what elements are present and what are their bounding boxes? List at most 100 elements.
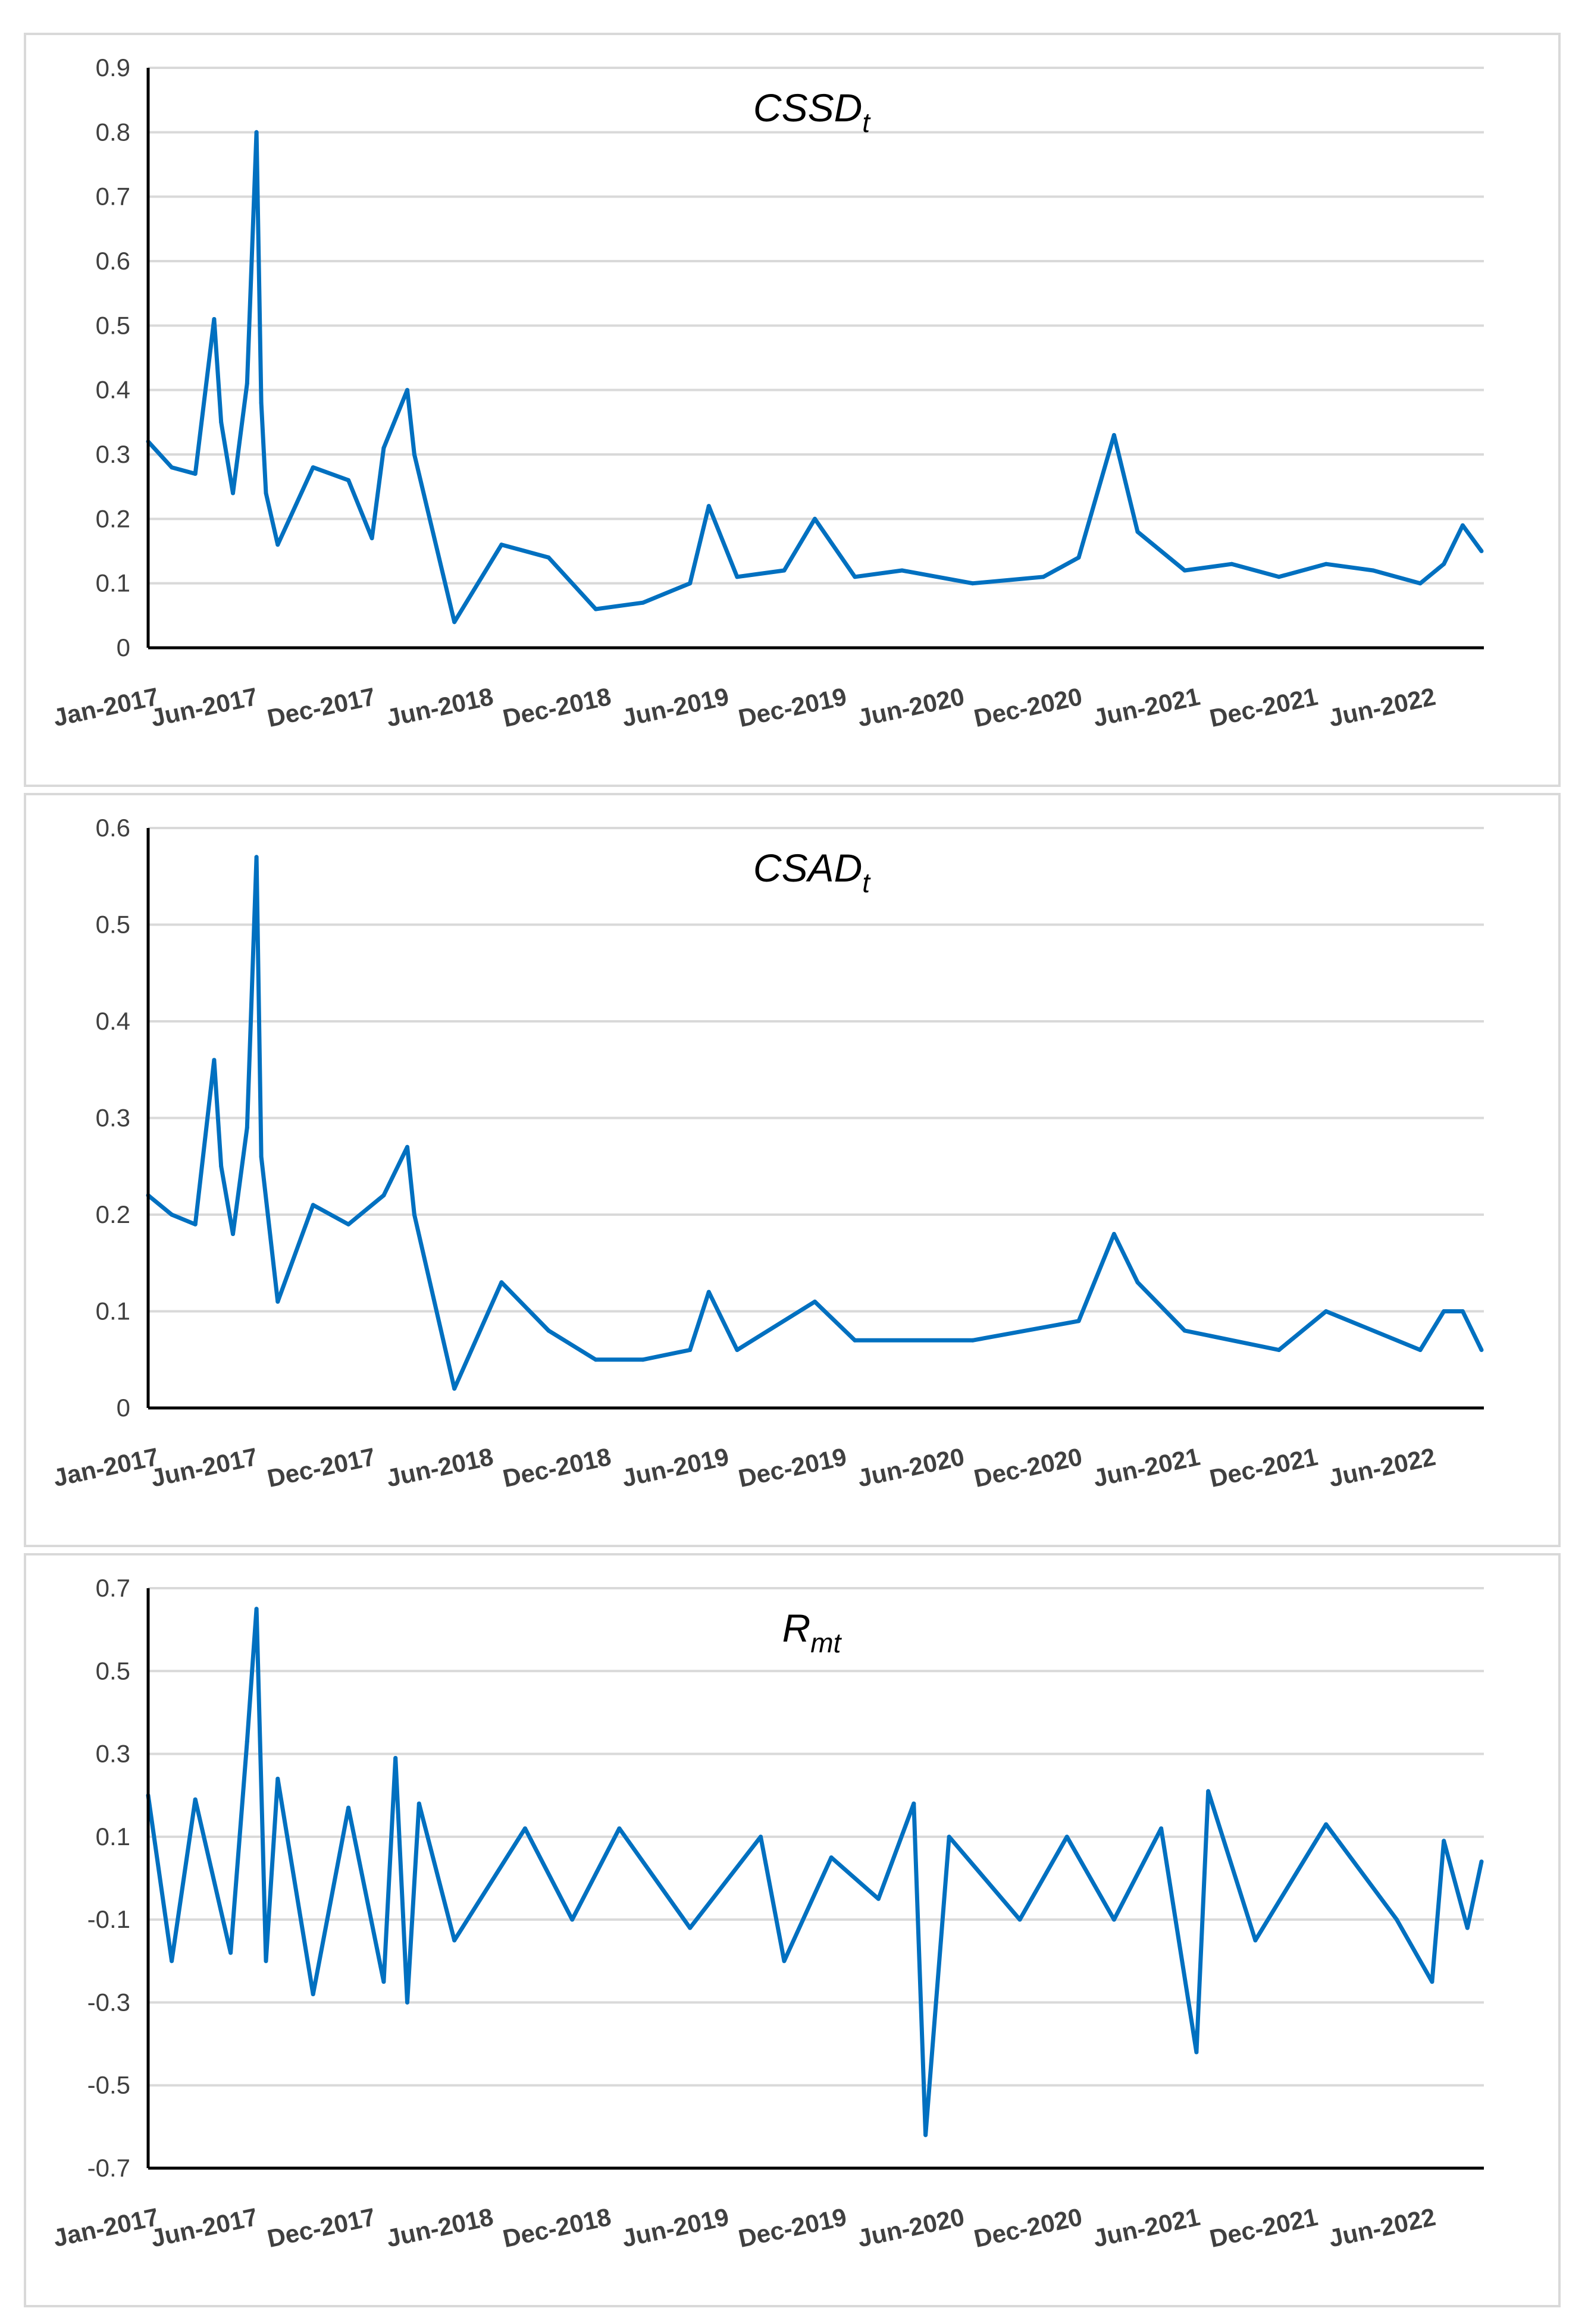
rmt-x-tick-label: Jun-2018 (384, 2203, 496, 2253)
cssd-chart: 00.10.20.30.40.50.60.70.80.9 Jan-2017Jun… (51, 54, 1484, 732)
cssd-data-point (900, 568, 904, 573)
csad-data-point (1479, 1348, 1484, 1352)
cssd-y-ticks: 0 0.1 0.2 0.3 0.4 0.5 0.6 0.7 0.8 0.9 (96, 54, 130, 661)
cssd-data-point (264, 491, 268, 495)
cssd-data-point (369, 536, 374, 541)
cssd-data-point (275, 542, 280, 547)
csad-data-point (641, 1357, 645, 1362)
cssd-data-point (546, 555, 551, 560)
rmt-data-point (688, 1925, 693, 1930)
rmt-x-tick-label: Dec-2020 (972, 2203, 1085, 2253)
csad-data-point (346, 1222, 351, 1227)
rmt-data-point (1442, 1839, 1446, 1843)
cssd-series-line (146, 130, 1483, 625)
rmt-data-point (1159, 1826, 1164, 1831)
cssd-data-point (346, 478, 351, 482)
rmt-y-tick-label: -0.1 (87, 1905, 130, 1933)
cssd-y-tick-label: 0.2 (96, 504, 130, 532)
cssd-data-point (688, 581, 693, 586)
rmt-y-tick-label: 0.1 (96, 1823, 130, 1851)
rmt-data-point (193, 1797, 198, 1802)
rmt-x-tick-label: Dec-2018 (500, 2203, 613, 2253)
csad-data-point (593, 1357, 598, 1362)
cssd-data-point (1479, 549, 1484, 553)
rmt-data-point (275, 1776, 280, 1781)
rmt-y-tick-label: -0.7 (87, 2154, 130, 2182)
rmt-data-point (245, 1739, 249, 1744)
csad-data-point (688, 1348, 693, 1352)
cssd-data-point (381, 446, 386, 450)
cssd-data-point (1182, 568, 1187, 573)
rmt-y-tick-label: 0.5 (96, 1657, 130, 1685)
cssd-x-tick-label: Jun-2020 (855, 682, 967, 732)
rmt-data-point (264, 1959, 268, 1964)
csad-data-point (405, 1144, 409, 1149)
rmt-series-layer (146, 1607, 1484, 2137)
rmt-axes (146, 1588, 1484, 2170)
cssd-data-point (405, 388, 409, 393)
rmt-chart-panel: 0.7 0.5 0.3 0.1 -0.1 -0.3 -0.5 -0.7 Jan-2017 Jun… (24, 1553, 1561, 2307)
rmt-x-tick-label: Jun-2017 (148, 2203, 260, 2253)
csad-chart-title: CSADt (753, 846, 871, 898)
cssd-y-tick-label: 0.5 (96, 311, 130, 339)
csad-x-tick-label: Dec-2021 (1207, 1442, 1320, 1492)
cssd-x-tick-label: Dec-2021 (1207, 682, 1320, 732)
csad-data-point (1076, 1319, 1081, 1323)
cssd-data-point (1111, 433, 1116, 437)
rmt-data-point (393, 1756, 398, 1760)
cssd-data-point (452, 620, 457, 625)
cssd-data-point (1041, 575, 1046, 579)
cssd-x-tick-label: Dec-2018 (500, 682, 613, 732)
rmt-data-point (1111, 1917, 1116, 1922)
cssd-data-point (219, 420, 224, 425)
rmt-data-point (1017, 1917, 1022, 1922)
rmt-data-point (759, 1834, 763, 1839)
rmt-data-point (228, 1950, 233, 1955)
rmt-data-point (1206, 1789, 1211, 1793)
cssd-series-layer (146, 130, 1484, 625)
rmt-data-point (1430, 1980, 1434, 1984)
cssd-data-point (853, 575, 857, 579)
csad-data-point (259, 1155, 264, 1159)
cssd-gridlines (148, 67, 1484, 585)
cssd-y-tick-label: 0.8 (96, 118, 130, 146)
csad-data-point (1182, 1328, 1187, 1333)
cssd-x-tick-label: Jun-2022 (1326, 682, 1438, 732)
rmt-data-point (923, 2132, 928, 2137)
rmt-data-point (381, 1980, 386, 1984)
cssd-data-point (1460, 523, 1465, 528)
csad-axes (146, 828, 1484, 1410)
rmt-data-point (1324, 1822, 1329, 1827)
csad-x-tick-label: Jun-2018 (384, 1442, 496, 1492)
cssd-chart-title: CSSDt (753, 86, 871, 138)
cssd-x-tick-label: Jun-2017 (148, 682, 260, 732)
csad-x-tick-label: Dec-2020 (972, 1442, 1085, 1492)
csad-y-tick-label: 0.6 (96, 814, 130, 842)
csad-y-tick-label: 0.5 (96, 911, 130, 939)
rmt-data-point (311, 1992, 315, 1996)
rmt-data-point (782, 1959, 787, 1964)
cssd-data-point (1418, 581, 1423, 586)
rmt-data-point (1465, 1925, 1470, 1930)
csad-y-ticks: 0 0.1 0.2 0.3 0.4 0.5 0.6 (96, 814, 130, 1422)
cssd-data-point (254, 130, 259, 134)
rmt-data-point (405, 2000, 409, 2005)
csad-series-line (146, 855, 1484, 1391)
csad-data-point (813, 1299, 817, 1304)
csad-y-tick-label: 0.3 (96, 1104, 130, 1132)
csad-x-tick-label: Jun-2017 (148, 1442, 260, 1492)
csad-y-tick-label: 0 (117, 1394, 130, 1422)
csad-y-tick-label: 0.2 (96, 1200, 130, 1228)
cssd-data-point (1324, 562, 1329, 566)
rmt-x-tick-label: Dec-2017 (265, 2203, 378, 2253)
csad-data-point (499, 1280, 504, 1285)
csad-data-point (1135, 1280, 1140, 1285)
rmt-x-tick-label: Dec-2019 (736, 2203, 849, 2253)
csad-data-point (1324, 1309, 1329, 1313)
csad-data-point (1277, 1348, 1281, 1352)
csad-series-layer (146, 855, 1484, 1391)
csad-x-tick-label: Jan-2017 (51, 1442, 161, 1492)
csad-data-point (1442, 1309, 1446, 1313)
